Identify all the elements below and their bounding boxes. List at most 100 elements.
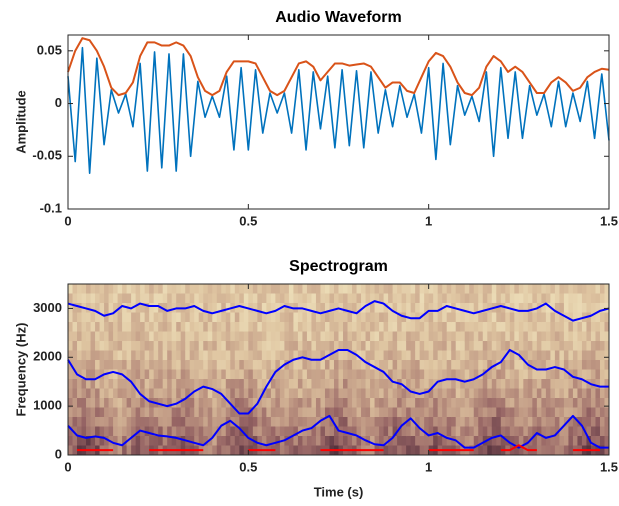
spectrogram-cell [410, 350, 416, 361]
spectrogram-cell [90, 331, 96, 342]
spectrogram-cell [275, 341, 281, 352]
spectrogram-cell [99, 360, 105, 371]
spectrogram-cell [243, 369, 249, 380]
spectrogram-cell [126, 312, 132, 323]
spectrogram-cell [419, 322, 425, 333]
spectrogram-cell [383, 293, 389, 304]
spectrogram-cell [140, 388, 146, 399]
spectrogram-cell [361, 379, 367, 390]
spectrogram-cell [595, 388, 601, 399]
spectrogram-cell [424, 426, 430, 437]
spectrogram-cell [343, 293, 349, 304]
spectrogram-cell [473, 341, 479, 352]
spectrogram-cell [352, 293, 358, 304]
spectrogram-cell [293, 445, 299, 455]
spectrogram-cell [311, 293, 317, 304]
spectrogram-cell [410, 284, 416, 295]
spectrogram-cell [518, 341, 524, 352]
spectrogram-cell [198, 398, 204, 409]
spectrogram-cell [77, 284, 83, 295]
spectrogram-cell [424, 379, 430, 390]
spectrogram-cell [514, 436, 520, 447]
spectrogram-cell [604, 417, 609, 428]
x-tick-label: 0 [64, 213, 71, 228]
spectrogram-cell [464, 407, 470, 418]
spectrogram-cell [361, 398, 367, 409]
spectrogram-cell [599, 445, 606, 455]
spectrogram-cell [473, 350, 479, 361]
spectrogram-cell [563, 303, 570, 314]
spectrogram-cell [176, 331, 182, 342]
spectrogram-cell [320, 360, 326, 371]
spectrogram-cell [550, 369, 556, 380]
spectrogram-cell [243, 341, 249, 352]
spectrogram-cell [117, 398, 123, 409]
spectrogram-cell [131, 350, 137, 361]
spectrogram-cell [604, 312, 609, 323]
spectrogram-cell [108, 379, 114, 390]
spectrogram-cell [329, 331, 335, 342]
spectrogram-cell [131, 360, 137, 371]
spectrogram-cell [451, 360, 457, 371]
spectrogram-cell [347, 417, 353, 428]
spectrogram-cell [320, 436, 326, 447]
spectrogram-cell [590, 322, 597, 333]
spectrogram-cell [455, 312, 461, 323]
spectrogram-cell [590, 341, 597, 352]
spectrogram-cell [514, 426, 520, 437]
spectrogram-cell [365, 388, 371, 399]
spectrogram-cell [599, 398, 606, 409]
spectrogram-cell [410, 379, 416, 390]
spectrogram-cell [270, 341, 276, 352]
spectrogram-cell [216, 445, 222, 455]
spectrogram-cell [275, 284, 281, 295]
spectrogram-cell [374, 312, 380, 323]
spectrogram-cell [392, 322, 398, 333]
spectrogram-cell [329, 341, 335, 352]
spectrogram-cell [356, 350, 362, 361]
spectrogram-cell [532, 417, 538, 428]
spectrogram-cell [176, 379, 182, 390]
spectrogram-cell [248, 417, 254, 428]
spectrogram-cell [559, 303, 565, 314]
spectrogram-cell [194, 284, 200, 295]
spectrogram-cell [324, 426, 331, 437]
spectrogram-cell [162, 379, 168, 390]
spectrogram-cell [482, 369, 488, 380]
spectrogram-cell [140, 341, 146, 352]
spectrogram-cell [523, 436, 529, 447]
spectrogram-cell [324, 417, 331, 428]
spectrogram-cell [379, 293, 385, 304]
spectrogram-cell [198, 369, 204, 380]
spectrogram-cell [379, 303, 385, 314]
spectrogram-cell [122, 350, 128, 361]
spectrogram-cell [532, 388, 538, 399]
spectrogram-cell [514, 445, 520, 455]
spectrogram-cell [221, 350, 227, 361]
spectrogram-cell [505, 360, 511, 371]
spectrogram-cell [581, 303, 588, 314]
spectrogram-cell [167, 312, 173, 323]
spectrogram-cell [185, 407, 191, 418]
spectrogram-cell [464, 426, 470, 437]
spectrogram-cell [577, 426, 583, 437]
spectrogram-cell [442, 284, 448, 295]
spectrogram-cell [135, 341, 141, 352]
spectrogram-cell [261, 379, 267, 390]
spectrogram-cell [361, 284, 367, 295]
spectrogram-cell [536, 322, 542, 333]
spectrogram-cell [288, 388, 295, 399]
spectrogram-cell [518, 388, 524, 399]
spectrogram-cell [397, 360, 403, 371]
spectrogram-cell [171, 322, 177, 333]
spectrogram-cell [527, 369, 533, 380]
spectrogram-cell [149, 350, 155, 361]
spectrogram-cell [550, 360, 556, 371]
spectrogram-cell [595, 284, 601, 295]
spectrogram-cell [122, 322, 128, 333]
spectrogram-cell [568, 407, 574, 418]
spectrogram-cell [221, 407, 227, 418]
spectrogram-cell [221, 284, 227, 295]
spectrogram-cell [153, 303, 159, 314]
spectrogram-cell [586, 341, 592, 352]
